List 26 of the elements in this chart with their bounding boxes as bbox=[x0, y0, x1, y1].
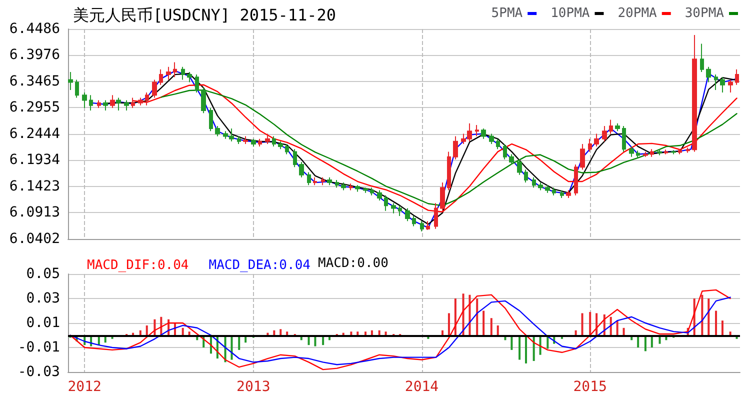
y-tick-label: 0.01 bbox=[26, 315, 60, 331]
y-tick-label: 6.1423 bbox=[9, 178, 60, 194]
x-tick-label: 2012 bbox=[68, 379, 102, 395]
y-tick-label: 6.3465 bbox=[9, 74, 60, 90]
legend-label: 30PMA bbox=[684, 6, 724, 21]
y-tick-label: 0.05 bbox=[26, 266, 60, 282]
text: MACD_DIF:0.04 bbox=[87, 258, 189, 273]
text: MACD_DEA:0.04 bbox=[208, 258, 311, 273]
x-tick-label: 2014 bbox=[404, 379, 439, 395]
legend-label: 5PMA bbox=[491, 6, 523, 21]
text: MACD:0.00 bbox=[318, 256, 388, 271]
legend-label: 10PMA bbox=[550, 6, 590, 21]
y-tick-label: 6.2444 bbox=[9, 126, 60, 142]
y-tick-label: 6.4486 bbox=[9, 21, 60, 37]
y-tick-label: 6.0913 bbox=[9, 204, 60, 221]
y-tick-label: 6.2955 bbox=[9, 100, 60, 116]
legend-label: 20PMA bbox=[618, 6, 658, 21]
y-tick-label: -0.03 bbox=[18, 364, 60, 380]
y-tick-label: 6.0402 bbox=[9, 231, 60, 247]
y-tick-label: 6.1934 bbox=[9, 152, 60, 168]
x-tick-label: 2013 bbox=[236, 379, 270, 395]
chart-title: 美元人民币[USDCNY] 2015-11-20 bbox=[73, 6, 336, 24]
x-tick-label: 2015 bbox=[573, 379, 607, 395]
y-tick-label: 6.3976 bbox=[9, 47, 60, 64]
y-tick-label: 0.03 bbox=[26, 290, 60, 306]
y-tick-label: -0.01 bbox=[18, 340, 60, 356]
